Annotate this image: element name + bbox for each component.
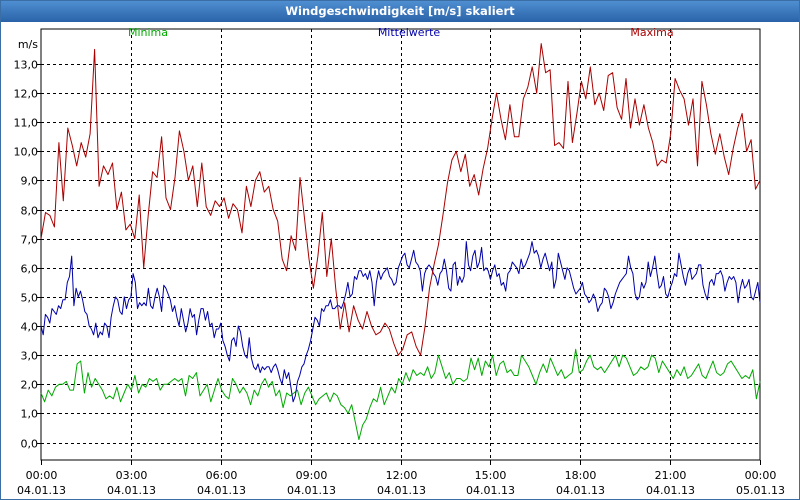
x-tick-time: 06:00 bbox=[206, 469, 238, 482]
x-tick-time: 12:00 bbox=[386, 469, 418, 482]
x-tick-time: 00:00 bbox=[26, 469, 58, 482]
window-title: Windgeschwindigkeit [m/s] skaliert bbox=[1, 1, 799, 22]
x-tick-time: 00:00 bbox=[745, 469, 777, 482]
y-tick-label: 0,0 bbox=[21, 438, 39, 451]
x-tick-date: 04.01.13 bbox=[556, 484, 605, 497]
x-tick-date: 04.01.13 bbox=[17, 484, 66, 497]
y-tick-label: 5,0 bbox=[21, 292, 39, 305]
x-tick-date: 04.01.13 bbox=[466, 484, 515, 497]
series-line-mittelwerte bbox=[40, 241, 761, 403]
y-axis-label: m/s bbox=[18, 38, 38, 51]
series-line-minima bbox=[40, 348, 761, 441]
y-tick-label: 7,0 bbox=[21, 234, 39, 247]
x-tick-time: 18:00 bbox=[565, 469, 597, 482]
y-tick-label: 8,0 bbox=[21, 205, 39, 218]
x-tick-date: 04.01.13 bbox=[197, 484, 246, 497]
x-tick-date: 04.01.13 bbox=[377, 484, 426, 497]
y-tick-label: 13,0 bbox=[14, 59, 39, 72]
y-tick-label: 9,0 bbox=[21, 175, 39, 188]
y-tick-label: 2,0 bbox=[21, 379, 39, 392]
x-tick-time: 09:00 bbox=[296, 469, 328, 482]
legend-mittelwerte: Mittelwerte bbox=[378, 26, 441, 39]
series-line-maxima bbox=[40, 43, 761, 356]
x-tick-time: 03:00 bbox=[116, 469, 148, 482]
legend-minima: Minima bbox=[128, 26, 168, 39]
chart: 0,0 1,0 2,0 3,0 4,0 5,0 6,0 7,0 8,0 9,0 10,0 11,0 12… bbox=[14, 26, 785, 497]
y-tick-label: 10,0 bbox=[14, 146, 39, 159]
x-tick-date: 04.01.13 bbox=[287, 484, 336, 497]
y-tick-label: 11,0 bbox=[14, 117, 39, 130]
y-tick-label: 12,0 bbox=[14, 88, 39, 101]
x-tick-date: 05.01.13 bbox=[736, 484, 785, 497]
x-tick-date: 04.01.13 bbox=[107, 484, 156, 497]
y-tick-label: 3,0 bbox=[21, 350, 39, 363]
plot-frame bbox=[40, 28, 761, 461]
y-tick-label: 1,0 bbox=[21, 408, 39, 421]
y-tick-label: 4,0 bbox=[21, 321, 39, 334]
x-tick-time: 15:00 bbox=[475, 469, 507, 482]
x-tick-date: 04.01.13 bbox=[646, 484, 695, 497]
y-tick-label: 6,0 bbox=[21, 263, 39, 276]
x-tick-time: 21:00 bbox=[655, 469, 687, 482]
legend-maxima: Maxima bbox=[630, 26, 673, 39]
